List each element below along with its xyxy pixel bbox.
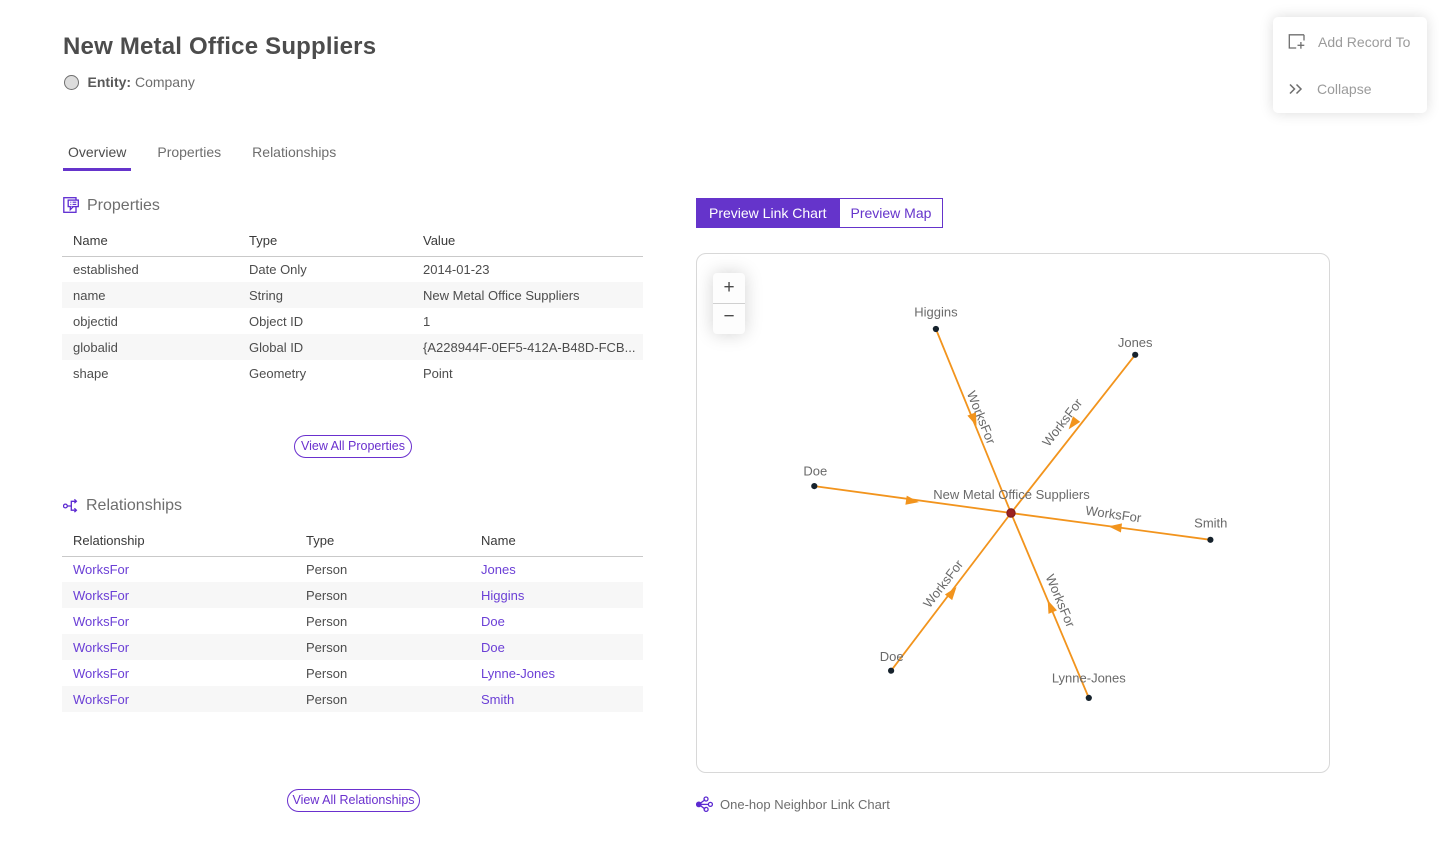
svg-text:Higgins: Higgins <box>914 305 958 320</box>
svg-text:WorksFor: WorksFor <box>964 389 999 447</box>
svg-text:Lynne-Jones: Lynne-Jones <box>1052 671 1126 686</box>
svg-text:Jones: Jones <box>1118 335 1153 350</box>
svg-text:WorksFor: WorksFor <box>1085 503 1143 526</box>
svg-text:Doe: Doe <box>803 463 827 478</box>
svg-text:Smith: Smith <box>1194 516 1227 531</box>
svg-text:New Metal Office Suppliers: New Metal Office Suppliers <box>933 487 1090 502</box>
svg-text:Doe: Doe <box>880 649 904 664</box>
